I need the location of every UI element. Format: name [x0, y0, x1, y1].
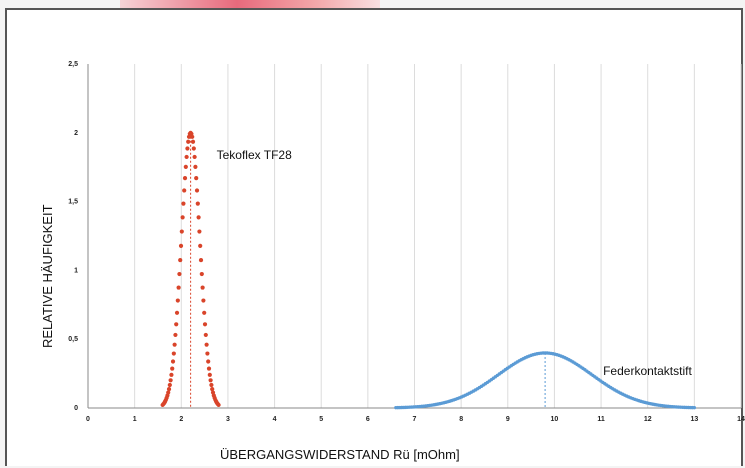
series-label-1: Federkontaktstift	[603, 364, 692, 378]
data-point	[208, 378, 213, 383]
x-tick-label: 0	[86, 416, 90, 423]
y-tick-label: 0,5	[68, 336, 78, 343]
data-point	[178, 257, 183, 263]
data-point	[166, 386, 172, 392]
y-tick-label: 2,5	[68, 61, 78, 68]
x-tick-label: 7	[413, 416, 417, 423]
data-point	[209, 382, 214, 388]
data-point	[204, 342, 209, 347]
data-point	[180, 215, 185, 220]
series	[160, 130, 697, 410]
series-labels: Tekoflex TF28 Federkontaktstift	[217, 148, 693, 378]
data-point	[182, 176, 188, 181]
data-point	[198, 243, 203, 248]
data-point	[195, 201, 200, 206]
x-tick-label: 2	[179, 416, 183, 423]
data-point	[206, 359, 211, 364]
data-point	[692, 405, 697, 410]
data-point	[210, 386, 215, 392]
data-point	[184, 154, 189, 160]
data-point	[202, 322, 208, 327]
grid	[134, 64, 742, 408]
data-point	[171, 351, 176, 356]
x-tick-label: 13	[690, 416, 698, 423]
data-point	[183, 164, 188, 169]
data-point	[170, 366, 175, 371]
y-axis-title: RELATIVE HÄUFIGKEIT	[40, 204, 55, 348]
data-point	[174, 322, 179, 327]
chart-frame	[5, 8, 743, 466]
data-point	[190, 139, 196, 144]
data-point	[191, 146, 196, 151]
data-point	[186, 139, 191, 144]
data-point	[166, 390, 171, 395]
data-point	[170, 359, 176, 364]
data-point	[198, 257, 204, 263]
data-point	[192, 154, 197, 160]
y-tick-label: 1,5	[68, 199, 78, 206]
x-tick-label: 11	[597, 416, 605, 423]
x-tick-label: 3	[226, 416, 230, 423]
series-label-0: Tekoflex TF28	[217, 148, 292, 162]
y-tick-label: 0	[74, 405, 78, 412]
x-tick-label: 8	[459, 416, 463, 423]
x-tick-label: 1	[133, 416, 137, 423]
data-point	[181, 201, 186, 206]
data-point	[199, 271, 204, 277]
data-point	[172, 342, 177, 347]
data-point	[206, 366, 212, 371]
data-point	[194, 176, 199, 181]
data-point	[197, 229, 202, 234]
data-point	[205, 351, 210, 356]
data-point	[202, 310, 207, 315]
x-tick-label: 4	[273, 416, 277, 423]
series-1	[394, 351, 697, 410]
data-point	[203, 332, 208, 338]
y-tick-label: 2	[74, 130, 78, 137]
series-0	[160, 130, 221, 408]
data-point	[179, 229, 184, 234]
data-point	[200, 285, 205, 290]
data-point	[168, 378, 173, 383]
x-tick-label: 9	[506, 416, 510, 423]
data-point	[194, 188, 200, 193]
data-point	[193, 164, 198, 169]
data-point	[169, 372, 174, 377]
x-tick-label: 12	[644, 416, 652, 423]
data-point	[190, 134, 195, 139]
data-point	[174, 310, 180, 315]
y-tick-labels: 0 0,5 1 1,5 2 2,5	[68, 61, 78, 412]
data-point	[167, 382, 172, 388]
x-tick-label: 6	[366, 416, 370, 423]
data-point	[176, 285, 181, 290]
x-tick-label: 14	[737, 416, 745, 423]
y-tick-label: 1	[74, 267, 78, 274]
data-point	[201, 298, 206, 303]
data-point	[182, 188, 187, 193]
data-point	[185, 146, 190, 151]
data-point	[173, 332, 178, 338]
x-tick-label: 10	[551, 416, 559, 423]
data-point	[196, 215, 201, 220]
data-point	[178, 243, 184, 248]
data-point	[216, 402, 221, 408]
data-point	[177, 271, 182, 277]
x-tick-label: 5	[319, 416, 323, 423]
x-axis-title: ÜBERGANGSWIDERSTAND Rü [mOhm]	[220, 447, 460, 462]
data-point	[207, 372, 212, 377]
data-point	[175, 298, 180, 303]
x-tick-labels: 0 1 2 3 4 5 6 7 8 9 10 11 12 13 14	[86, 416, 745, 423]
